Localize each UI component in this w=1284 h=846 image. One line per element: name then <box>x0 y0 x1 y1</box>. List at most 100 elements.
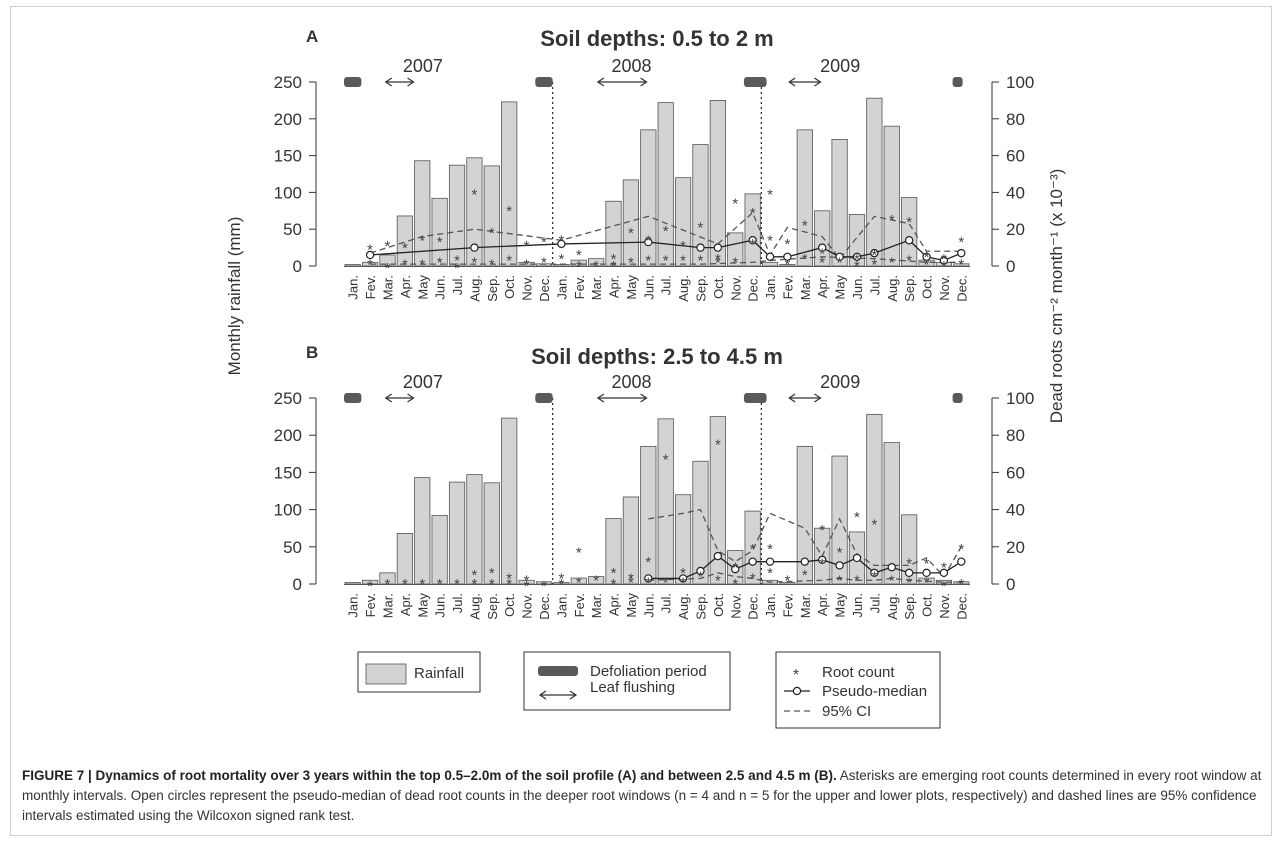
root-count-point: * <box>593 572 599 589</box>
root-count-point: * <box>454 576 460 593</box>
x-tick-label: Jan. <box>554 275 569 300</box>
x-tick-label: May <box>624 275 639 300</box>
x-tick-label: Fev. <box>780 275 795 299</box>
root-count-point: * <box>854 251 860 268</box>
y-tick-label-right: 40 <box>1006 501 1025 520</box>
pseudo-median-point <box>557 239 566 249</box>
root-count-point: * <box>767 232 773 249</box>
root-count-point: * <box>628 571 634 588</box>
x-tick-label: Fev. <box>363 275 378 299</box>
y-tick-label-left: 150 <box>274 147 302 166</box>
root-count-point: * <box>506 203 512 220</box>
x-tick-label: Apr. <box>398 275 413 298</box>
root-count-point: * <box>750 541 756 558</box>
root-count-point: * <box>906 556 912 573</box>
arrow-head <box>538 690 547 700</box>
arrow-head <box>640 77 648 87</box>
arrow-head <box>407 77 415 87</box>
root-count-point: * <box>645 554 651 571</box>
x-tick-label: Oct. <box>502 275 517 299</box>
root-count-point: * <box>871 569 877 586</box>
y-tick-label-right: 40 <box>1006 183 1025 202</box>
x-tick-label: Apr. <box>607 275 622 298</box>
rainfall-bar <box>866 97 883 267</box>
x-tick-label: Jun. <box>433 593 448 618</box>
root-count-point: * <box>680 253 686 270</box>
root-count-point: * <box>628 225 634 242</box>
rainfall-bar <box>831 139 848 267</box>
y-tick-label-right: 20 <box>1006 538 1025 557</box>
defoliation-period <box>952 77 963 87</box>
rainfall-bar <box>796 129 813 267</box>
x-tick-label: Jun. <box>850 275 865 300</box>
x-tick-label: Dec. <box>537 593 552 620</box>
arrow-head <box>596 393 605 403</box>
root-count-point: * <box>889 254 895 271</box>
root-count-point: * <box>906 253 912 270</box>
pseudo-median-point <box>765 252 775 261</box>
root-count-point: * <box>819 556 825 573</box>
axis-label-y-right: Dead roots cm⁻² month⁻¹ (x 10⁻³) <box>1047 169 1066 424</box>
root-count-point: * <box>732 559 738 576</box>
root-count-point: * <box>767 541 773 558</box>
x-tick-label: Dec. <box>954 593 969 620</box>
root-count-point: * <box>367 578 373 595</box>
root-count-point: * <box>437 576 443 593</box>
x-tick-label: Fev. <box>572 275 587 299</box>
rainfall-bar <box>344 582 361 585</box>
y-tick-label-right: 0 <box>1006 575 1015 594</box>
root-count-point: * <box>611 251 617 268</box>
pseudo-median-point <box>870 568 879 578</box>
legend-root-count-symbol: * <box>793 667 799 684</box>
x-tick-label: Dec. <box>746 275 761 302</box>
legend-rainfall-swatch <box>365 663 407 685</box>
y-tick-label-right: 20 <box>1006 220 1025 239</box>
year-label: 2008 <box>612 56 652 76</box>
arrow-head <box>788 77 796 87</box>
panel-letter: A <box>306 27 318 46</box>
y-tick-label-left: 50 <box>283 538 302 557</box>
year-label: 2007 <box>403 56 443 76</box>
root-count-point: * <box>750 205 756 222</box>
x-tick-label: Mar. <box>589 275 604 300</box>
x-tick-label: Jul. <box>659 275 674 295</box>
panel-title: Soil depths: 0.5 to 2 m <box>540 26 773 51</box>
panel-title: Soil depths: 2.5 to 4.5 m <box>531 344 783 369</box>
figure-caption: FIGURE 7 | Dynamics of root mortality ov… <box>22 766 1270 826</box>
x-tick-label: Jun. <box>641 593 656 618</box>
x-tick-label: Jan. <box>346 275 361 300</box>
root-count-point: * <box>524 572 530 589</box>
y-tick-label-left: 250 <box>274 73 302 92</box>
root-count-point: * <box>489 576 495 593</box>
pseudo-median-point <box>852 252 862 261</box>
x-tick-label: Aug. <box>676 275 691 302</box>
rainfall-bar <box>431 515 448 585</box>
root-count-point: * <box>489 256 495 273</box>
caption-body: Asterisks are emerging root counts deter… <box>22 768 1262 823</box>
x-tick-label: Mar. <box>380 275 395 300</box>
root-count-point: * <box>645 574 651 591</box>
root-count-point: * <box>663 223 669 240</box>
pseudo-median-point <box>731 564 740 574</box>
x-tick-label: May <box>415 275 430 300</box>
root-count-point: * <box>715 572 721 589</box>
root-count-point: * <box>732 576 738 593</box>
root-count-point: * <box>524 238 530 255</box>
x-tick-label: Oct. <box>920 593 935 617</box>
legend-rainfall-label: Rainfall <box>414 665 464 682</box>
legend-defoliation-label: Defoliation period <box>590 663 707 680</box>
pseudo-median-point <box>835 561 844 570</box>
defoliation-period <box>535 393 553 403</box>
defoliation-period <box>535 77 553 87</box>
y-tick-label-right: 60 <box>1006 147 1025 166</box>
pseudo-median-point <box>887 563 896 572</box>
rainfall-bar <box>448 481 466 585</box>
x-tick-label: May <box>624 593 639 618</box>
root-count-point: * <box>645 232 651 249</box>
root-count-point: * <box>454 260 460 277</box>
root-count-point: * <box>819 245 825 262</box>
root-count-point: * <box>645 253 651 270</box>
legend-pseudo-median-point <box>792 686 802 696</box>
arrow-head <box>788 393 796 403</box>
arrow-head <box>814 393 822 403</box>
